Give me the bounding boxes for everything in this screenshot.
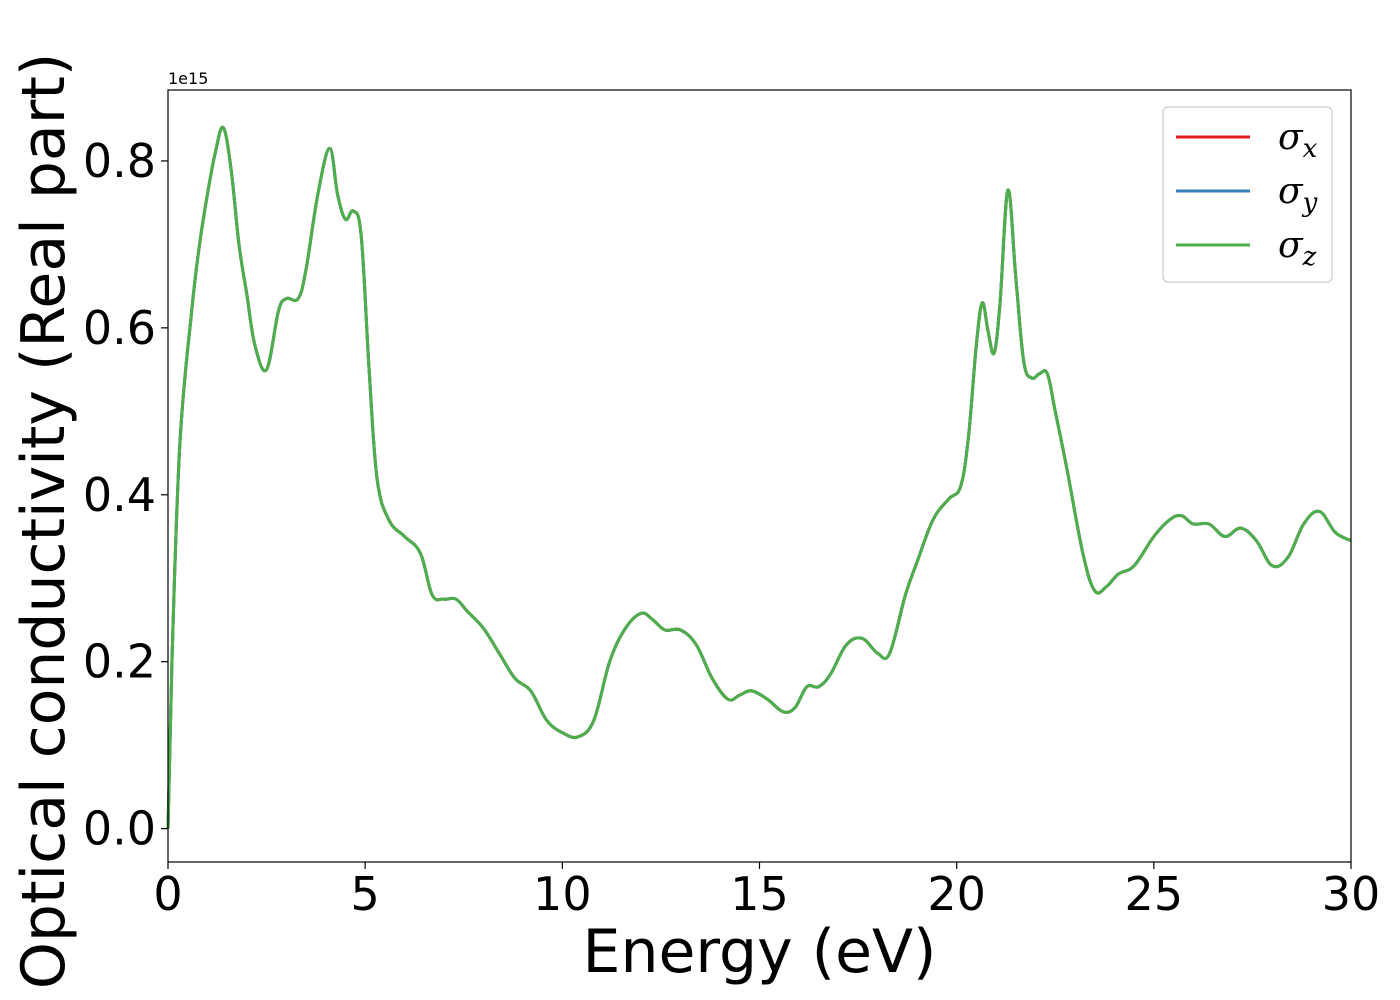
x-axis-ticks: 0 5 10 15 20 25 30: [153, 862, 1380, 921]
legend-label: σy: [1278, 171, 1318, 218]
x-tick-label: 0: [153, 867, 182, 921]
y-tick-label: 0.4: [83, 468, 156, 522]
series-line-3: [166, 125, 1352, 829]
y-tick-label: 0.6: [83, 301, 156, 355]
y-tick-label: 0.8: [83, 134, 156, 188]
x-axis-title: Energy (eV): [583, 917, 937, 987]
legend-label: σx: [1278, 117, 1318, 164]
y-axis-ticks: 0.0 0.2 0.4 0.6 0.8: [83, 134, 168, 856]
y-tick-label: 0.2: [83, 635, 156, 689]
x-tick-label: 10: [533, 867, 592, 921]
legend-label: σz: [1278, 225, 1317, 272]
legend-box: [1162, 106, 1333, 283]
x-tick-label: 20: [927, 867, 986, 921]
x-tick-label: 15: [730, 867, 789, 921]
y-axis-title: Optical conductivity (Real part): [9, 53, 79, 990]
y-tick-label: 0.0: [83, 802, 156, 856]
y-axis-offset-text: 1e15: [168, 69, 208, 88]
x-tick-label: 5: [351, 867, 380, 921]
series-layer: [166, 125, 1352, 829]
x-tick-label: 25: [1125, 867, 1184, 921]
legend: σx σy σz: [1162, 106, 1333, 283]
x-tick-label: 30: [1322, 867, 1381, 921]
